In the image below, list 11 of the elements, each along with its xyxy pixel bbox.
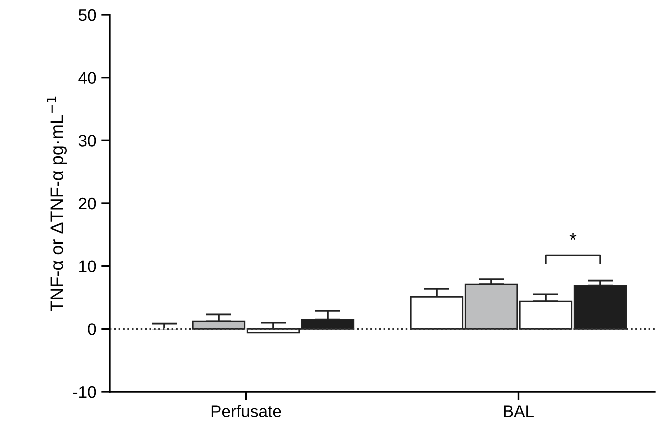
y-tick-label: 10 [80,260,96,273]
y-tick-label: 40 [78,72,96,84]
y-axis-title: TNF-α or ΔTNF-α pg·mL$^{−1}$ [47,96,67,312]
y-tick-label: 30 [78,135,96,147]
y-tick-label: 20 [79,198,96,210]
x-tick-label: BAL [504,406,534,418]
y-tick-label: -10 [73,386,96,398]
y-tick-label: 50 [78,9,96,22]
annotation: * [570,233,577,240]
y-tick-label: 0 [88,324,96,336]
x-tick-label: Perfusate [212,405,282,418]
